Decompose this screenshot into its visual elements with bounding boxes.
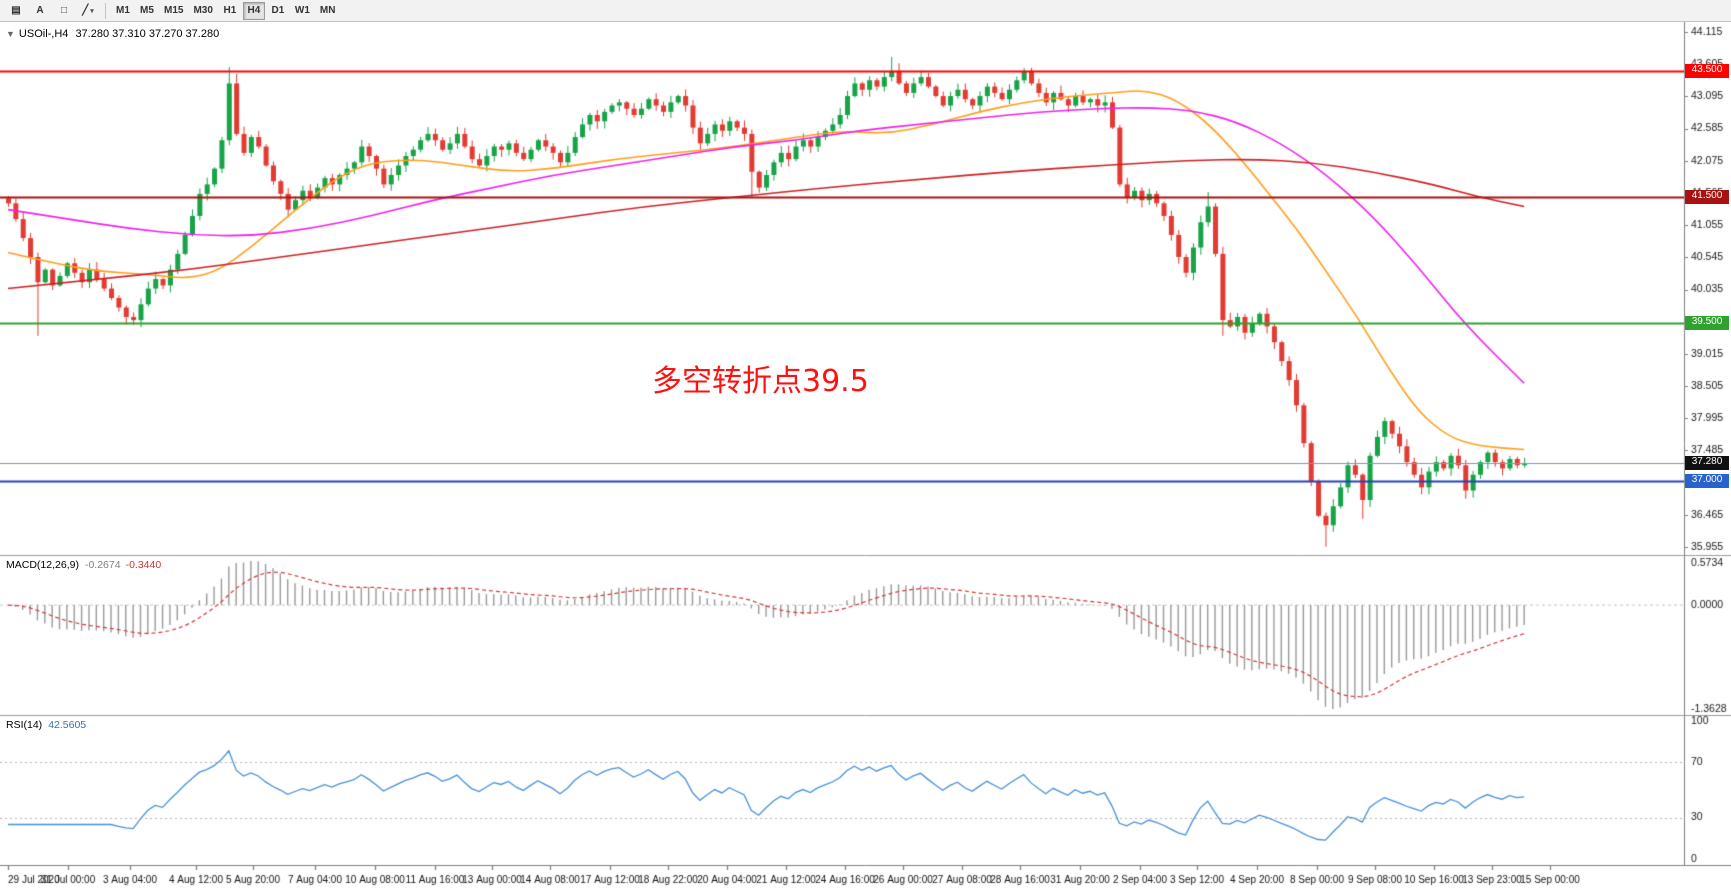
toolbar-separator [105,2,106,19]
price-badge-37.000: 37.000 [1685,474,1729,489]
price-badge-37.280: 37.280 [1685,456,1729,471]
timeframe-button-m15[interactable]: M15 [160,2,187,20]
chart-area: ▼ USOil-,H4 37.280 37.310 37.270 37.280 多空… [0,22,1731,892]
price-badge-43.500: 43.500 [1685,63,1729,78]
price-badge-41.500: 41.500 [1685,190,1729,205]
macd-label: MACD(12,26,9) -0.2674 -0.3440 [6,559,161,571]
toolbar: ▤ A □ ╱ ▾ M1 M5 M15 M30 H1 H4 D1 W1 MN [0,0,1731,22]
rsi-value: 42.5605 [48,719,87,731]
timeframe-button-group: M1 M5 M15 M30 H1 H4 D1 W1 MN [111,0,340,21]
chart-title: ▼ USOil-,H4 37.280 37.310 37.270 37.280 [6,28,219,40]
macd-main-value: -0.2674 [84,559,121,571]
collapse-arrow-icon[interactable]: ▼ [6,29,15,39]
timeframe-button-h1[interactable]: H1 [219,2,241,20]
toolbar-icon-group: ▤ A □ ╱ ▾ [4,0,100,21]
ohlc-values: 37.280 37.310 37.270 37.280 [75,28,220,40]
timeframe-button-m30[interactable]: M30 [189,2,216,20]
timeframe-button-h4[interactable]: H4 [242,1,265,20]
macd-name: MACD(12,26,9) [6,559,79,571]
timeframe-button-mn[interactable]: MN [316,2,340,20]
dropdown-caret-icon: ▾ [90,7,94,15]
timeframe-button-d1[interactable]: D1 [267,2,289,20]
rsi-name: RSI(14) [6,719,43,731]
timeframe-button-m1[interactable]: M1 [112,2,134,20]
price-chart-canvas[interactable] [0,22,1731,892]
symbol-timeframe-label: USOil-,H4 [18,28,69,40]
price-badge-39.500: 39.500 [1685,316,1729,331]
chart-text-annotation[interactable]: 多空转折点39.5 [652,364,869,399]
macd-signal-value: -0.3440 [125,559,162,571]
text-annotation-icon[interactable]: A [29,2,51,20]
line-tools-icon[interactable]: ╱ ▾ [77,2,99,20]
crosshair-icon[interactable]: □ [53,2,75,20]
charts-list-icon[interactable]: ▤ [5,2,27,20]
rsi-label: RSI(14) 42.5605 [6,719,86,731]
timeframe-button-m5[interactable]: M5 [136,2,158,20]
timeframe-button-w1[interactable]: W1 [291,2,314,20]
